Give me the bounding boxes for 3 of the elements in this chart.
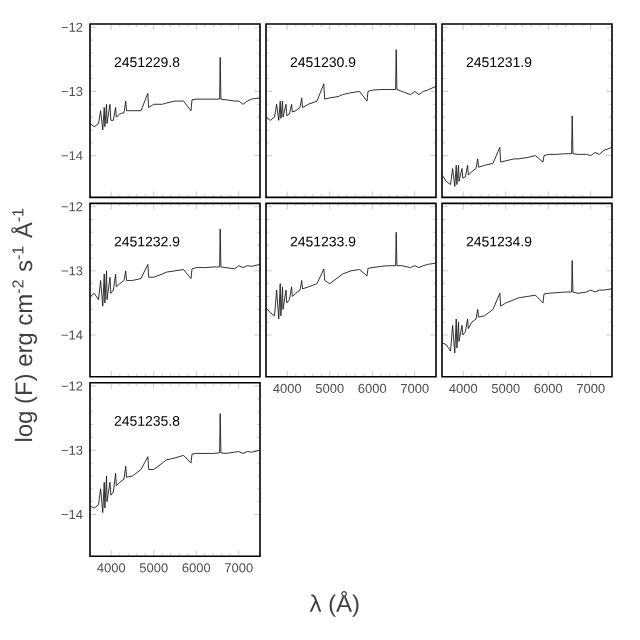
x-axis-title: λ (Å) bbox=[309, 590, 359, 617]
y-axis-title: log (F) erg cm$^{-2}$ s$^{-1}$ Å$^{-1}$ bbox=[11, 208, 38, 441]
line-series bbox=[90, 228, 261, 307]
